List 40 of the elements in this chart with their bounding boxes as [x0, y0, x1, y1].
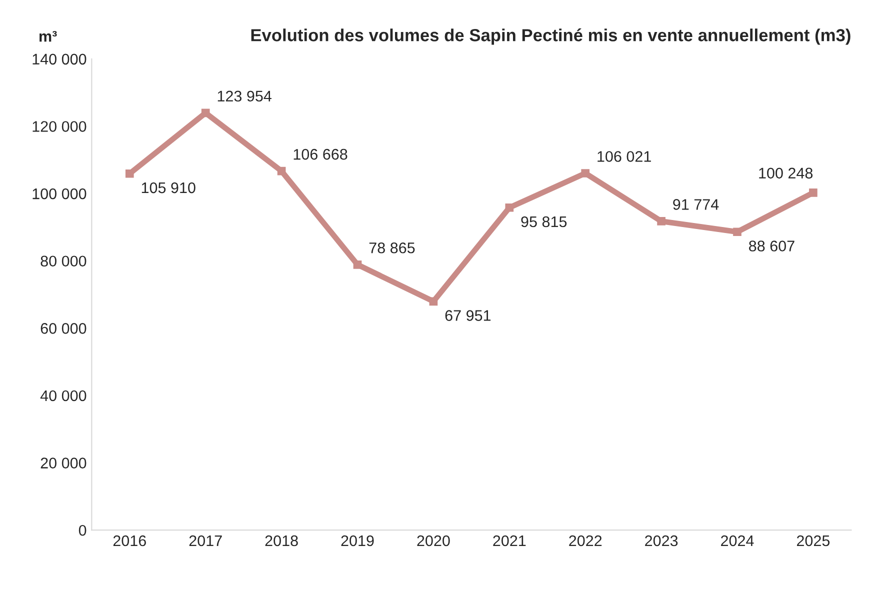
y-tick-label: 100 000	[32, 188, 86, 200]
y-tick-label: 120 000	[32, 121, 86, 132]
data-label: 106 668	[294, 148, 348, 160]
x-tick-label: 2017	[189, 535, 222, 546]
x-tick-label: 2025	[796, 535, 830, 546]
point	[581, 169, 590, 178]
data-label: 91 774	[673, 199, 719, 210]
point	[505, 203, 514, 212]
y-tick-label: 80 000	[40, 256, 86, 267]
data-label: 95 815	[521, 216, 567, 228]
x-tick-label: 2016	[113, 535, 146, 546]
data-label: 123 954	[218, 90, 272, 102]
y-tick-label: 140 000	[32, 54, 86, 65]
data-label: 105 910	[142, 182, 196, 194]
x-tick-label: 2019	[341, 535, 374, 546]
chart-title: Evolution des volumes de Sapin Pectiné mis en vente annuellement (m3)	[251, 28, 850, 45]
x-tick-label: 2023	[645, 535, 678, 546]
y-axis-title: m³	[40, 30, 57, 42]
point	[125, 169, 134, 178]
data-label: 106 021	[598, 151, 651, 162]
point	[429, 297, 438, 306]
y-tick-label: 40 000	[40, 390, 86, 402]
y-tick-label: 0	[78, 524, 86, 536]
point	[201, 108, 210, 118]
data-label: 78 865	[369, 242, 415, 254]
point	[353, 260, 362, 269]
x-tick-label: 2021	[493, 535, 526, 546]
x-tick-label: 2020	[417, 535, 450, 546]
data-label: 88 607	[749, 240, 794, 252]
y-tick-label: 20 000	[40, 458, 86, 468]
point	[809, 188, 818, 197]
point	[733, 228, 742, 236]
data-label: 67 951	[445, 310, 491, 321]
x-tick-label: 2018	[265, 535, 298, 546]
point	[277, 166, 286, 176]
x-tick-label: 2024	[721, 535, 754, 546]
y-tick-label: 60 000	[40, 323, 86, 334]
data-label: 100 248	[759, 168, 813, 179]
x-tick-label: 2022	[569, 535, 602, 546]
point	[657, 217, 666, 226]
